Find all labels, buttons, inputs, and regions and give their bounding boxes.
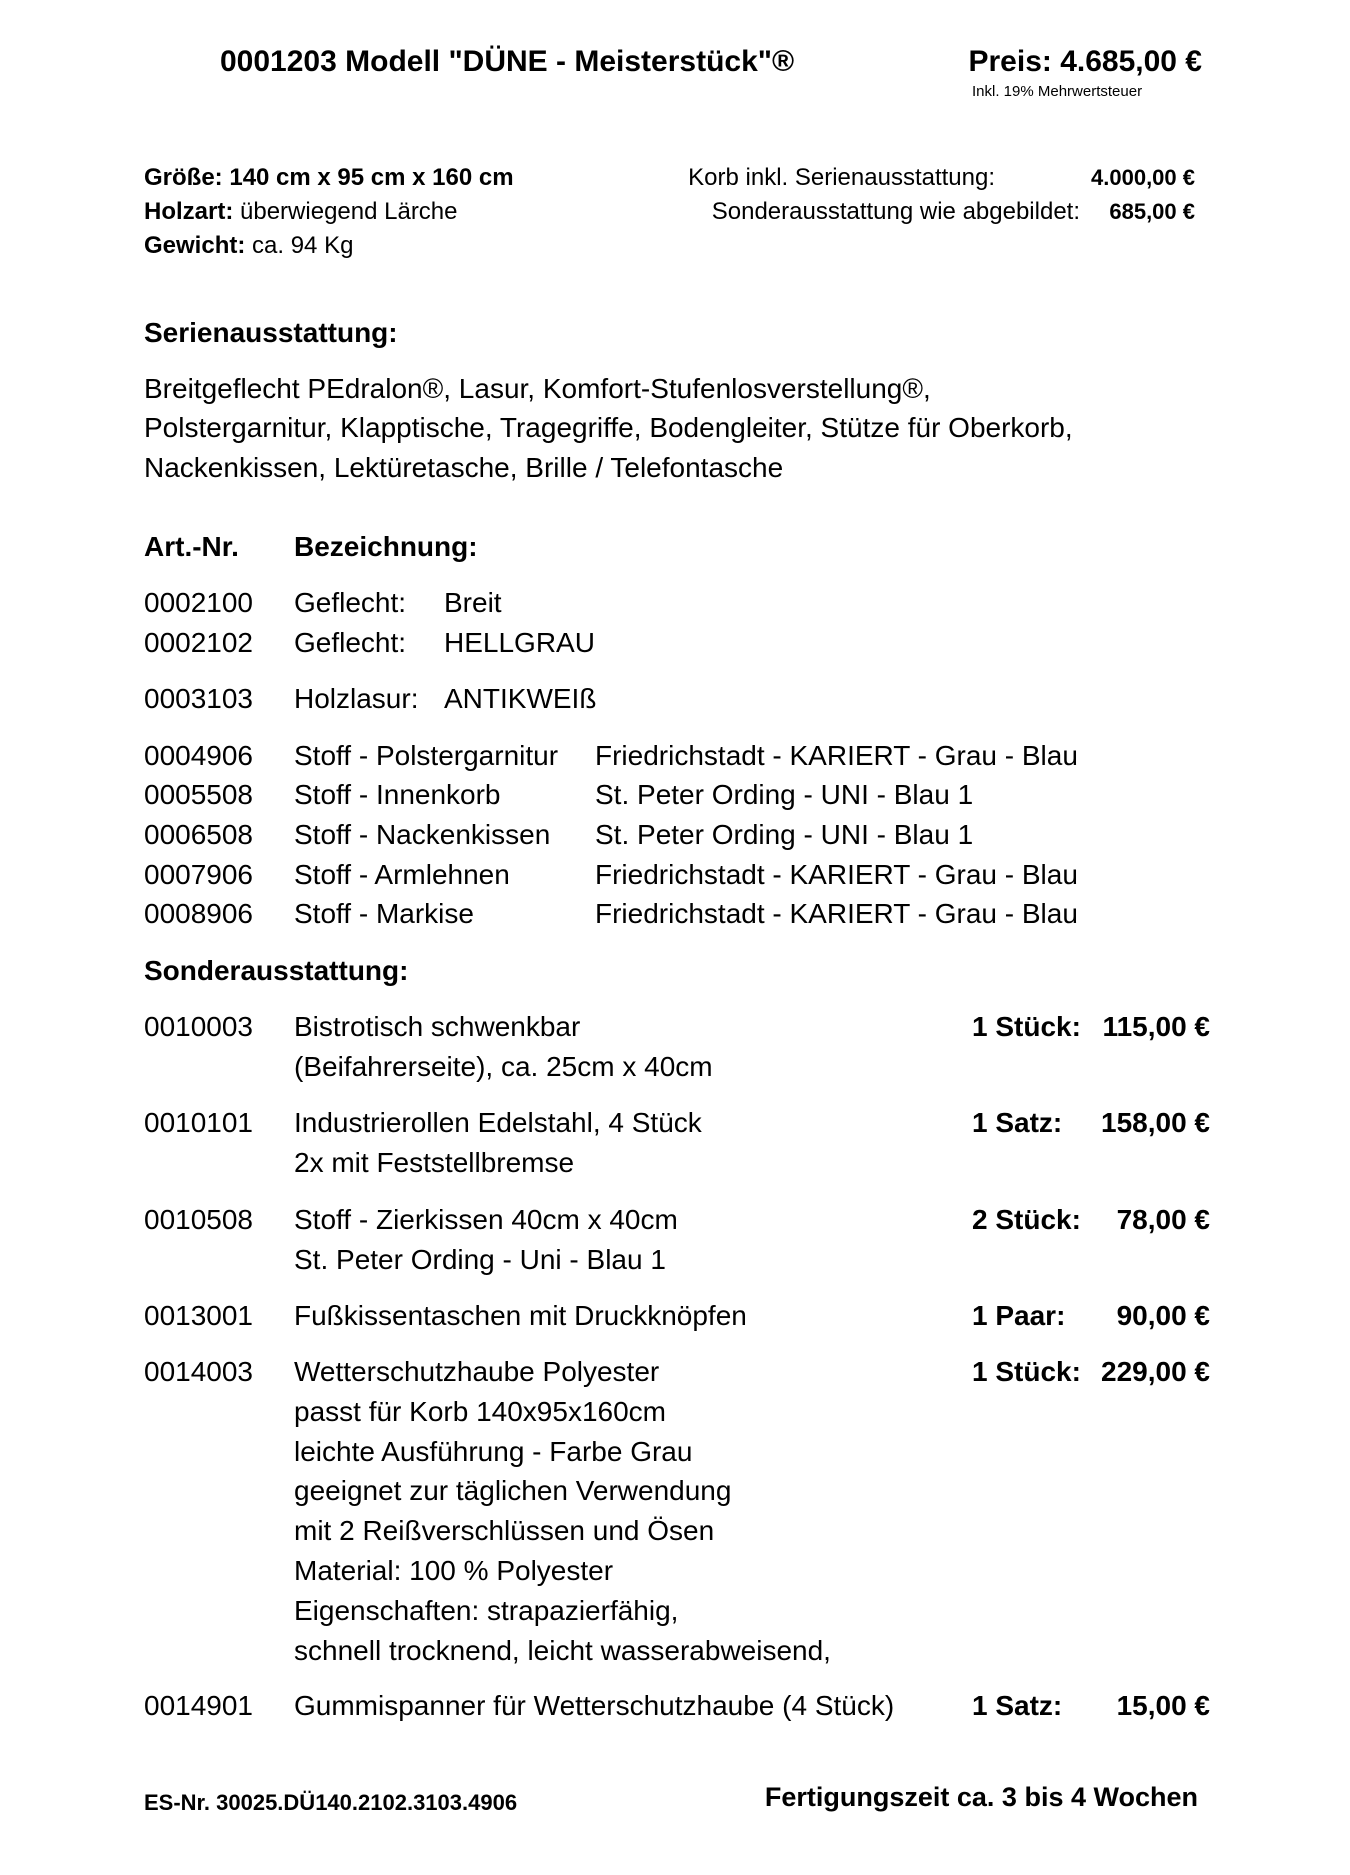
art-number: 0002102: [144, 627, 254, 658]
standard-line: Breitgeflecht PEdralon®, Lasur, Komfort-…: [144, 373, 931, 404]
spec-value: überwiegend Lärche: [240, 198, 458, 225]
art-number: 0003103: [144, 683, 254, 714]
spec-label: Holzart:: [144, 198, 234, 225]
item-description: 2x mit Feststellbremse: [294, 1146, 575, 1178]
art-number: 0010003: [144, 1011, 254, 1042]
row-name: Stoff - Nackenkissen: [294, 819, 551, 850]
art-number: 0013001: [144, 1300, 254, 1331]
row-name: Geflecht:: [294, 627, 407, 658]
art-number: 0010508: [144, 1204, 254, 1235]
row-name: Holzlasur:: [294, 683, 419, 714]
extra-price-value: 685,00 €: [1109, 199, 1195, 224]
extra-price-label: Sonderausstattung wie abgebildet:: [711, 198, 1080, 225]
item-description: Fußkissentaschen mit Druckknöpfen: [294, 1300, 747, 1331]
item-quantity: 1 Stück:: [972, 1356, 1081, 1387]
item-description: schnell trocknend, leicht wasserabweisen…: [294, 1634, 831, 1666]
row-name: Stoff - Polstergarnitur: [294, 740, 559, 771]
art-number: 0005508: [144, 779, 254, 810]
vat-note: Inkl. 19% Mehrwertsteuer: [972, 83, 1143, 100]
row-name: Stoff - Markise: [294, 898, 474, 929]
item-description: Stoff - Zierkissen 40cm x 40cm: [294, 1204, 678, 1235]
total-price: Preis: 4.685,00 €: [968, 45, 1202, 78]
item-quantity: 1 Satz:: [972, 1107, 1063, 1138]
art-number: 0006508: [144, 819, 254, 850]
base-price-label: Korb inkl. Serienausstattung:: [688, 164, 995, 191]
item-quantity: 1 Paar:: [972, 1300, 1066, 1331]
row-value: Friedrichstadt - KARIERT - Grau - Blau: [595, 740, 1078, 771]
item-quantity: 1 Stück:: [972, 1011, 1081, 1042]
spec-wood: Holzart: überwiegend Lärche: [144, 192, 458, 232]
spec-weight: Gewicht: ca. 94 Kg: [144, 226, 353, 266]
row-name: Stoff - Innenkorb: [294, 779, 501, 810]
extras-heading: Sonderausstattung:: [144, 955, 409, 986]
product-title: 0001203 Modell "DÜNE - Meisterstück"®: [220, 45, 795, 78]
base-price-value: 4.000,00 €: [1091, 165, 1195, 190]
row-name: Stoff - Armlehnen: [294, 859, 510, 890]
row-value: St. Peter Ording - UNI - Blau 1: [595, 819, 974, 850]
art-number: 0010101: [144, 1107, 254, 1138]
item-description: Industrierollen Edelstahl, 4 Stück: [294, 1107, 702, 1138]
col-header-name: Bezeichnung:: [294, 531, 478, 562]
spec-label: Gewicht:: [144, 232, 246, 259]
item-description: passt für Korb 140x95x160cm: [294, 1395, 666, 1427]
row-value: Friedrichstadt - KARIERT - Grau - Blau: [595, 859, 1078, 890]
spec-size: Größe: 140 cm x 95 cm x 160 cm: [144, 158, 514, 198]
item-price: 158,00 €: [1101, 1107, 1210, 1138]
es-number: ES-Nr. 30025.DÜ140.2102.3103.4906: [144, 1790, 518, 1815]
row-value: St. Peter Ording - UNI - Blau 1: [595, 779, 974, 810]
art-number: 0008906: [144, 898, 254, 929]
production-time: Fertigungszeit ca. 3 bis 4 Wochen: [764, 1782, 1198, 1812]
item-description: mit 2 Reißverschlüssen und Ösen: [294, 1515, 715, 1547]
col-header-art: Art.-Nr.: [144, 531, 239, 562]
item-description: Bistrotisch schwenkbar: [294, 1011, 581, 1042]
standard-line: Nackenkissen, Lektüretasche, Brille / Te…: [144, 452, 784, 483]
item-price: 15,00 €: [1116, 1690, 1210, 1721]
row-value: HELLGRAU: [444, 627, 595, 658]
spec-value: 140 cm x 95 cm x 160 cm: [229, 164, 514, 191]
item-quantity: 2 Stück:: [972, 1204, 1081, 1235]
item-price: 229,00 €: [1101, 1356, 1210, 1387]
row-value: Breit: [444, 587, 502, 618]
art-number: 0007906: [144, 859, 254, 890]
spec-value: ca. 94 Kg: [252, 232, 354, 259]
item-description: Material: 100 % Polyester: [294, 1555, 614, 1586]
item-description: Gummispanner für Wetterschutzhaube (4 St…: [294, 1690, 895, 1721]
item-price: 78,00 €: [1116, 1204, 1210, 1235]
item-description: (Beifahrerseite), ca. 25cm x 40cm: [294, 1050, 713, 1082]
item-description: geeignet zur täglichen Verwendung: [294, 1475, 732, 1507]
row-name: Geflecht:: [294, 587, 407, 618]
art-number: 0004906: [144, 740, 254, 771]
standard-line: Polstergarnitur, Klapptische, Tragegriff…: [144, 412, 1073, 443]
item-quantity: 1 Satz:: [972, 1690, 1063, 1721]
art-number: 0014003: [144, 1356, 254, 1387]
item-price: 115,00 €: [1102, 1011, 1210, 1042]
standard-heading: Serienausstattung:: [144, 317, 398, 348]
item-description: Eigenschaften: strapazierfähig,: [294, 1594, 679, 1626]
art-number: 0014901: [144, 1690, 254, 1721]
spec-label: Größe:: [144, 164, 223, 191]
art-number: 0002100: [144, 587, 254, 618]
item-description: St. Peter Ording - Uni - Blau 1: [294, 1243, 666, 1275]
item-description: leichte Ausführung - Farbe Grau: [294, 1435, 693, 1467]
row-value: Friedrichstadt - KARIERT - Grau - Blau: [595, 898, 1078, 929]
item-description: Wetterschutzhaube Polyester: [294, 1356, 660, 1387]
item-price: 90,00 €: [1116, 1300, 1210, 1331]
row-value: ANTIKWEIß: [444, 683, 597, 714]
